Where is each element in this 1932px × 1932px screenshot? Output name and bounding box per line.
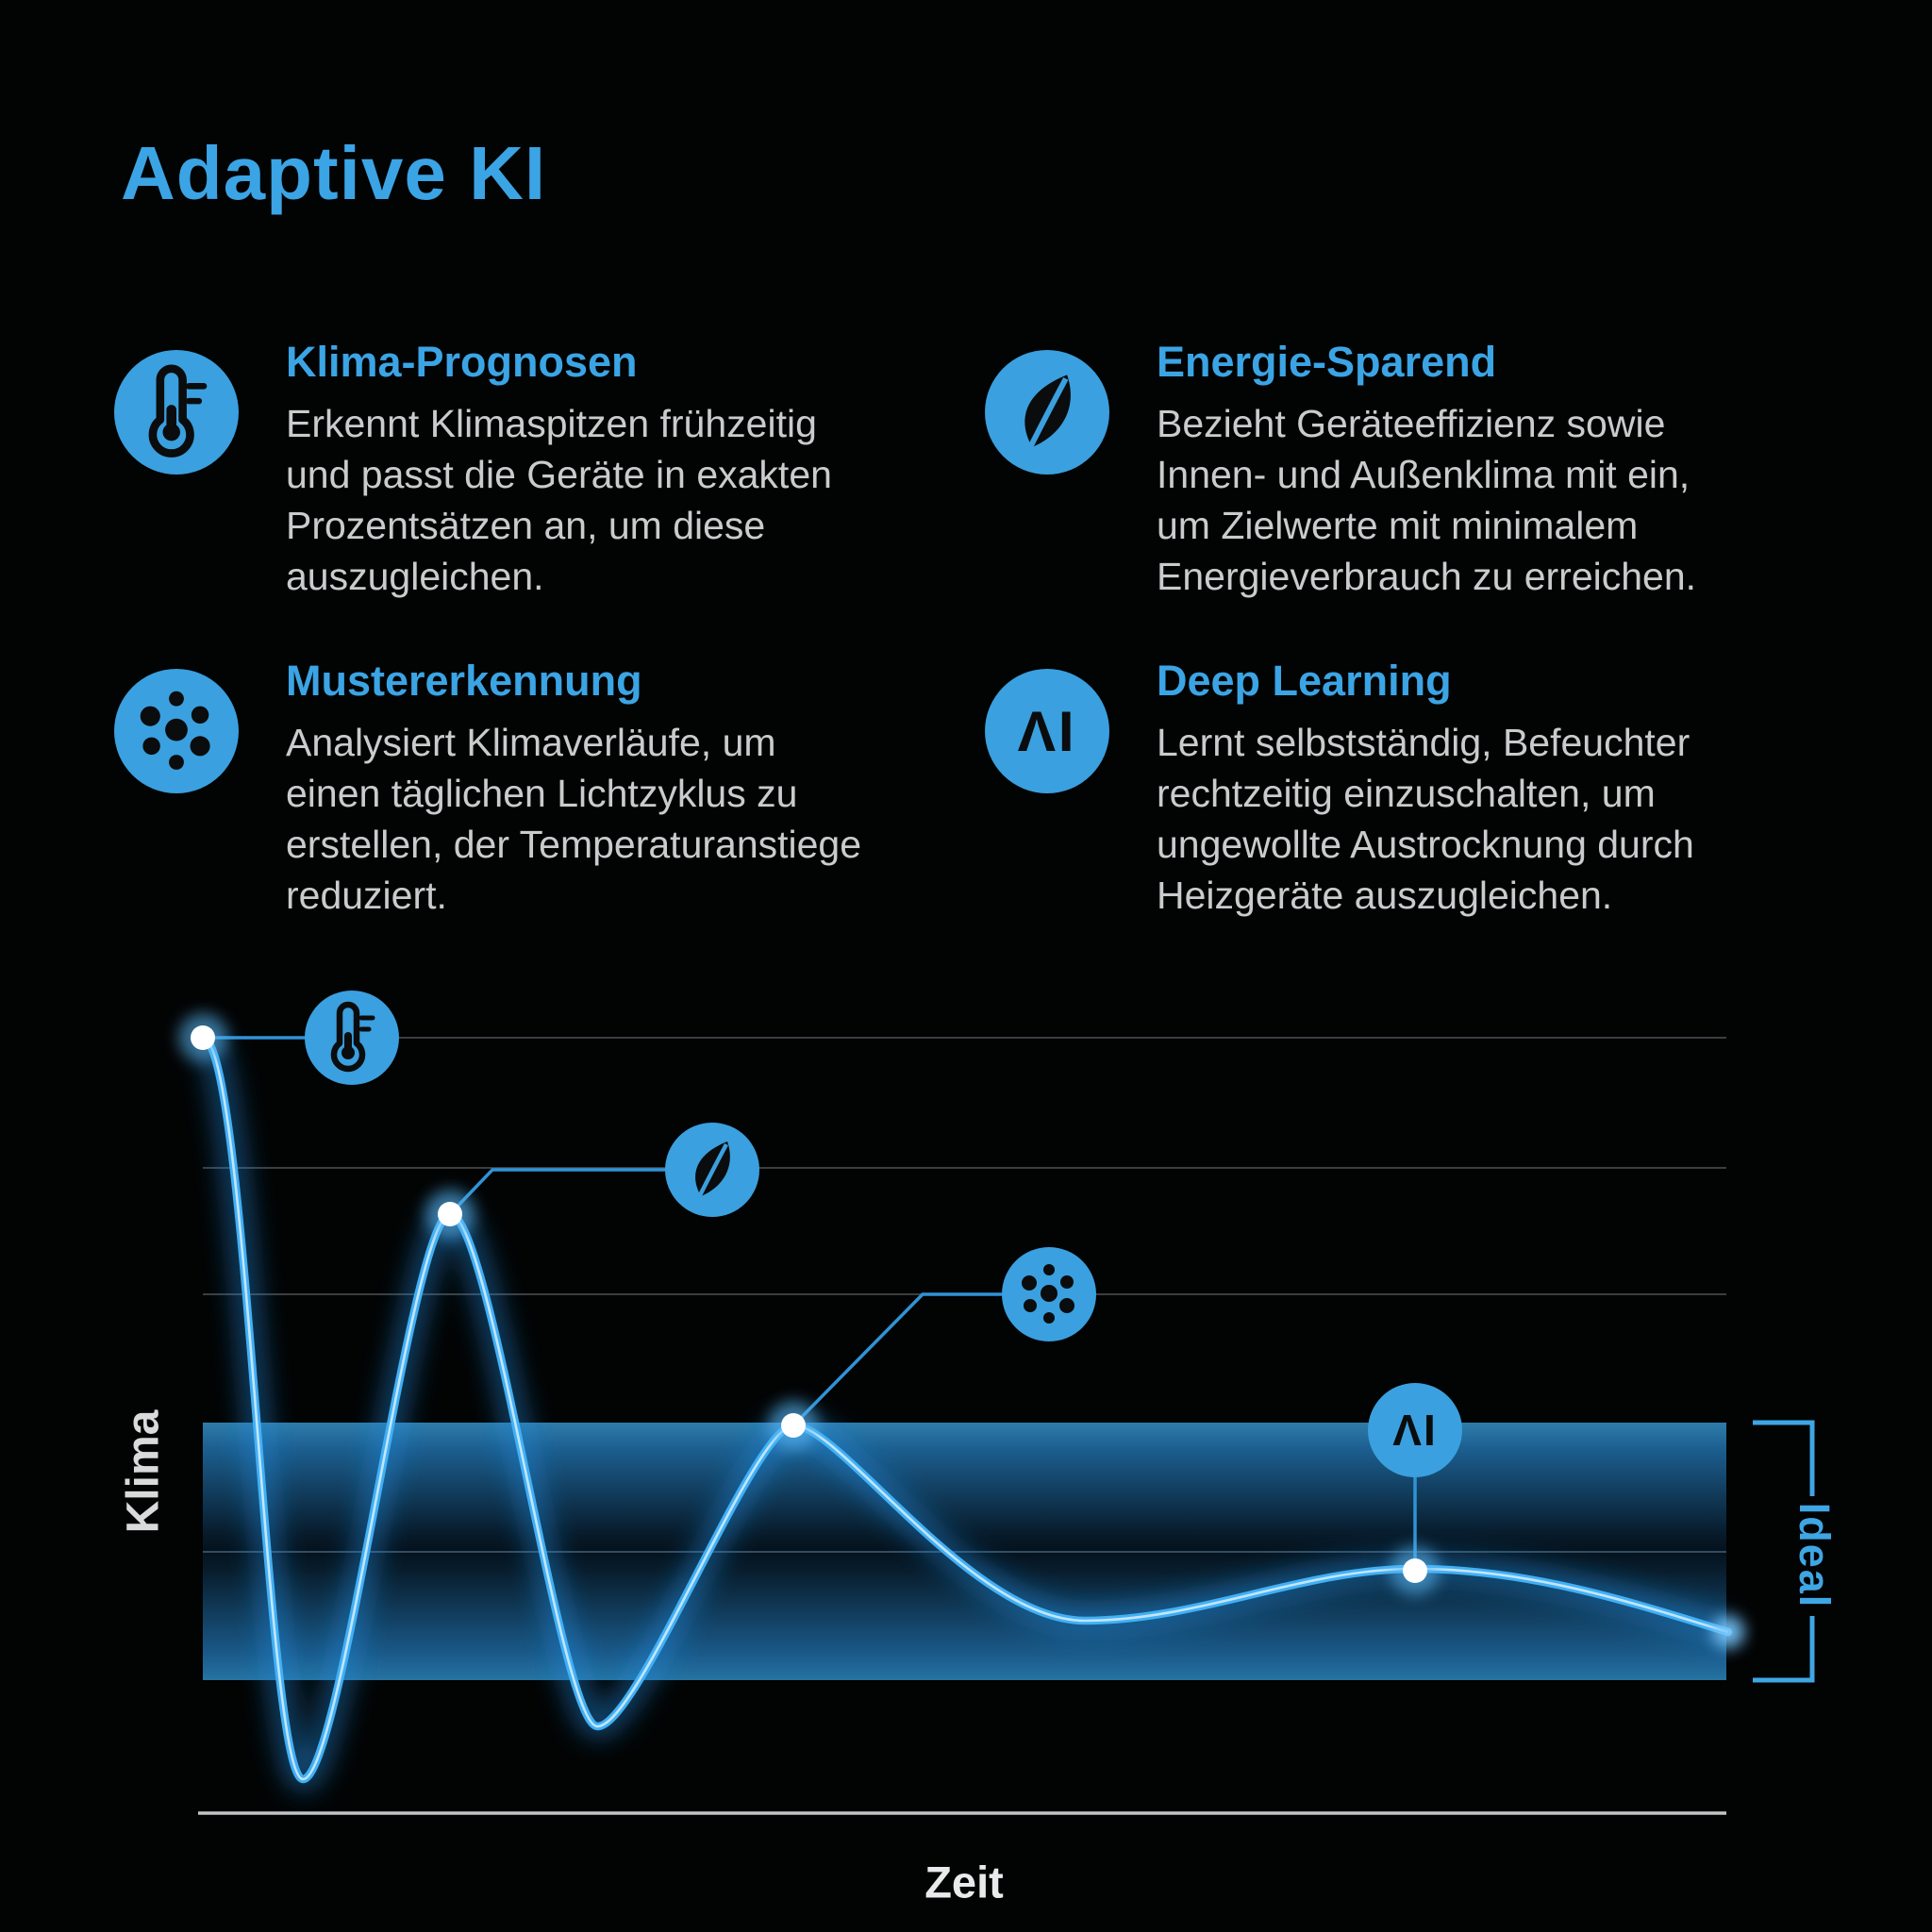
feature-title: Energie-Sparend xyxy=(1157,338,1497,386)
data-point-pattern xyxy=(769,1401,818,1450)
data-point-ai xyxy=(1391,1546,1440,1595)
x-axis-label: Zeit xyxy=(924,1857,1004,1907)
feature-klima-prognosen: Klima-Prognosen Erkennt Klimaspitzen frü… xyxy=(286,338,890,602)
feature-energie-sparend: Energie-Sparend Bezieht Geräteeffizienz … xyxy=(1157,338,1798,602)
ai-icon xyxy=(985,669,1109,793)
ideal-band-label: Ideal xyxy=(1790,1502,1839,1609)
y-axis-label: Klima xyxy=(118,1409,169,1534)
data-point-leaf xyxy=(425,1190,475,1239)
feature-description: Erkennt Klimaspitzen frühzeitig und pass… xyxy=(286,402,832,598)
feature-description: Bezieht Geräteeffizienz sowie Innen- und… xyxy=(1157,402,1697,598)
thermometer-icon xyxy=(114,350,239,475)
leaf-icon xyxy=(665,1123,759,1217)
pattern-dots-icon xyxy=(114,669,239,793)
ideal-range-bracket xyxy=(1753,1420,1815,1683)
page-title: Adaptive KI xyxy=(121,131,547,215)
curve-end-glow xyxy=(1712,1616,1744,1648)
thermometer-icon xyxy=(305,991,399,1085)
pattern-dots-icon xyxy=(1002,1247,1096,1341)
leaf-icon xyxy=(985,350,1109,475)
feature-deep-learning: Deep Learning Lernt selbstständig, Befeu… xyxy=(1157,657,1817,921)
feature-description: Lernt selbstständig, Befeuchter rechtzei… xyxy=(1157,721,1694,917)
feature-description: Analysiert Klimaverläufe, um einen tägli… xyxy=(286,721,862,917)
feature-title: Klima-Prognosen xyxy=(286,338,638,386)
climate-curve xyxy=(196,1026,1744,1790)
ai-icon xyxy=(1368,1383,1462,1477)
feature-mustererkennung: Mustererkennung Analysiert Klimaverläufe… xyxy=(286,657,946,921)
data-point-thermometer xyxy=(178,1013,227,1062)
feature-title: Deep Learning xyxy=(1157,657,1452,705)
feature-title: Mustererkennung xyxy=(286,657,642,705)
data-points xyxy=(178,1013,1440,1595)
